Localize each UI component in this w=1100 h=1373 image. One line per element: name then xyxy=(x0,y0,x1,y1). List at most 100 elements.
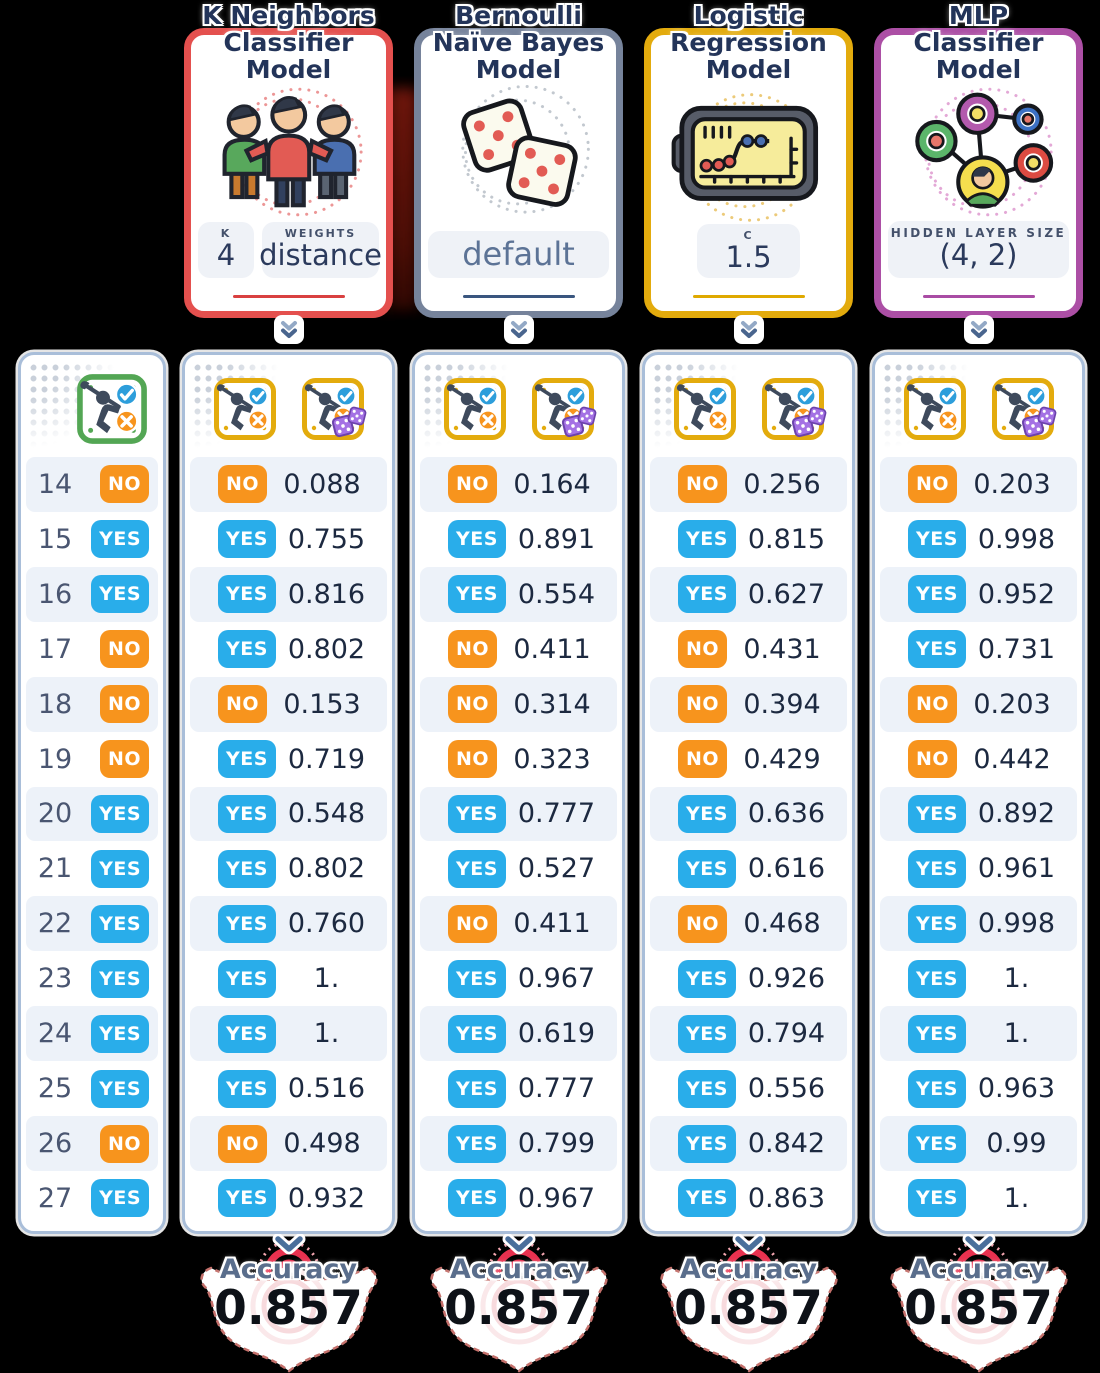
prediction-row: YES 0.799 xyxy=(420,1116,617,1171)
model-title: Bernoulli Naïve Bayes Model xyxy=(432,1,605,84)
prediction-row: NO 0.256 xyxy=(650,457,847,512)
model-title: K Neighbors Classifier Model xyxy=(202,1,375,84)
logistic-curve-device-icon xyxy=(651,81,846,223)
card-accent-underline xyxy=(922,294,1035,298)
prediction-row: NO 0.323 xyxy=(420,732,617,787)
probability-value: 0.816 xyxy=(287,578,366,610)
model-card-logistic-regression: C 1.5 xyxy=(644,28,853,318)
param-chips: K 4 WEIGHTS distance xyxy=(198,221,382,278)
prediction-row: NO 0.394 xyxy=(650,676,847,732)
chevron-down-icon xyxy=(962,1234,996,1256)
chevron-down-icon xyxy=(961,314,996,345)
prediction-row: YES 0.802 xyxy=(190,622,387,677)
prediction-row: YES 0.926 xyxy=(650,951,847,1006)
prediction-rows: NO 0.164 YES 0.891 YES 0.554 NO xyxy=(420,457,617,1226)
golf-outcome-dice-probability-icon xyxy=(991,377,1057,440)
prediction-row: YES 1. xyxy=(880,1006,1077,1062)
golf-outcome-check-cross-icon xyxy=(673,377,736,440)
prediction-badge: NO xyxy=(448,740,498,779)
accuracy-value: 0.857 xyxy=(674,1281,823,1336)
probability-value: 0.619 xyxy=(517,1018,596,1050)
ground-truth-row: 16 YES xyxy=(26,566,158,622)
ground-truth-row: 27 YES xyxy=(26,1171,158,1226)
predictions-table-knn: NO 0.088 YES 0.755 YES 0.816 YES xyxy=(182,352,395,1234)
param-chips: C 1.5 xyxy=(658,223,839,278)
prediction-badge: NO xyxy=(218,1124,268,1163)
prediction-rows: NO 0.203 YES 0.998 YES 0.952 YES xyxy=(880,457,1077,1226)
probability-value: 0.963 xyxy=(977,1073,1056,1105)
golf-outcome-check-cross-icon xyxy=(77,373,147,444)
probability-value: 0.755 xyxy=(287,523,366,555)
prediction-row: YES 0.952 xyxy=(880,566,1077,622)
probability-value: 0.088 xyxy=(283,468,361,500)
probability-value: 0.153 xyxy=(283,688,361,720)
chevron-down-icon xyxy=(731,314,766,345)
golf-outcome-check-cross-icon xyxy=(903,377,966,440)
card-accent-underline xyxy=(462,294,575,298)
ground-truth-label-badge: NO xyxy=(99,685,149,724)
row-number: 14 xyxy=(37,468,73,500)
prediction-row: NO 0.431 xyxy=(650,622,847,677)
prediction-row: NO 0.088 xyxy=(190,457,387,512)
probability-value: 0.554 xyxy=(517,578,596,610)
accuracy-badge-logistic-regression: Accuracy 0.857 xyxy=(647,1240,851,1373)
card-accent-underline xyxy=(692,294,805,298)
probability-value: 0.815 xyxy=(747,523,826,555)
probability-value: 0.636 xyxy=(747,798,826,830)
ground-truth-column: 14 NO 15 YES 16 YES 17 xyxy=(18,0,166,1373)
accuracy-label: Accuracy xyxy=(909,1254,1048,1285)
prediction-badge: NO xyxy=(678,904,728,943)
dice-pair-icon xyxy=(421,81,616,223)
prediction-badge: YES xyxy=(448,1014,506,1053)
golf-outcome-dice-probability-icon xyxy=(761,377,827,440)
prediction-badge: NO xyxy=(448,630,498,669)
probability-value: 0.863 xyxy=(747,1182,826,1214)
prediction-badge: YES xyxy=(448,520,506,559)
ground-truth-label-badge: YES xyxy=(91,904,149,943)
prediction-row: NO 0.314 xyxy=(420,676,617,732)
ground-truth-row: 20 YES xyxy=(26,786,158,842)
row-number: 16 xyxy=(37,578,73,610)
ground-truth-label-badge: NO xyxy=(99,465,149,504)
model-card-bernoulli-nb: default xyxy=(414,28,623,318)
prediction-badge: YES xyxy=(678,849,736,888)
ground-truth-label-badge: YES xyxy=(91,575,149,614)
ground-truth-row: 25 YES xyxy=(26,1061,158,1116)
probability-value: 0.527 xyxy=(517,853,596,885)
prediction-badge: YES xyxy=(908,1179,966,1218)
target-shield-badge-icon xyxy=(429,1240,608,1373)
ground-truth-label-badge: NO xyxy=(99,1124,149,1163)
probability-value: 0.323 xyxy=(513,743,591,775)
prediction-badge: YES xyxy=(678,1124,736,1163)
probability-value: 0.731 xyxy=(977,633,1056,665)
prediction-badge: YES xyxy=(218,630,276,669)
prediction-badge: YES xyxy=(218,959,276,998)
row-number: 23 xyxy=(37,963,73,995)
accuracy-value: 0.857 xyxy=(904,1281,1053,1336)
probability-value: 0.256 xyxy=(743,468,821,500)
prediction-row: NO 0.203 xyxy=(880,457,1077,512)
ground-truth-row: 26 NO xyxy=(26,1116,158,1171)
probability-value: 0.498 xyxy=(283,1128,361,1160)
prediction-row: YES 0.998 xyxy=(880,896,1077,952)
probability-value: 0.431 xyxy=(743,633,821,665)
prediction-badge: YES xyxy=(908,959,966,998)
accuracy-label: Accuracy xyxy=(219,1254,358,1285)
probability-value: 0.932 xyxy=(287,1182,366,1214)
predictions-table-logistic-regression: NO 0.256 YES 0.815 YES 0.627 NO xyxy=(642,352,855,1234)
prediction-badge: YES xyxy=(448,794,506,833)
probability-value: 0.891 xyxy=(517,523,596,555)
probability-value: 0.203 xyxy=(973,688,1051,720)
neural-network-people-icon xyxy=(881,81,1076,223)
prediction-badge: NO xyxy=(678,685,728,724)
probability-value: 0.394 xyxy=(743,688,821,720)
prediction-badge: YES xyxy=(448,959,506,998)
prediction-row: YES 0.891 xyxy=(420,512,617,567)
ground-truth-table: 14 NO 15 YES 16 YES 17 xyxy=(18,352,166,1234)
prediction-badge: NO xyxy=(218,685,268,724)
prediction-row: YES 0.516 xyxy=(190,1061,387,1116)
golf-outcome-dice-probability-icon xyxy=(531,377,597,440)
ground-truth-row: 24 YES xyxy=(26,1006,158,1062)
prediction-badge: NO xyxy=(908,685,958,724)
probability-value: 0.952 xyxy=(977,578,1056,610)
